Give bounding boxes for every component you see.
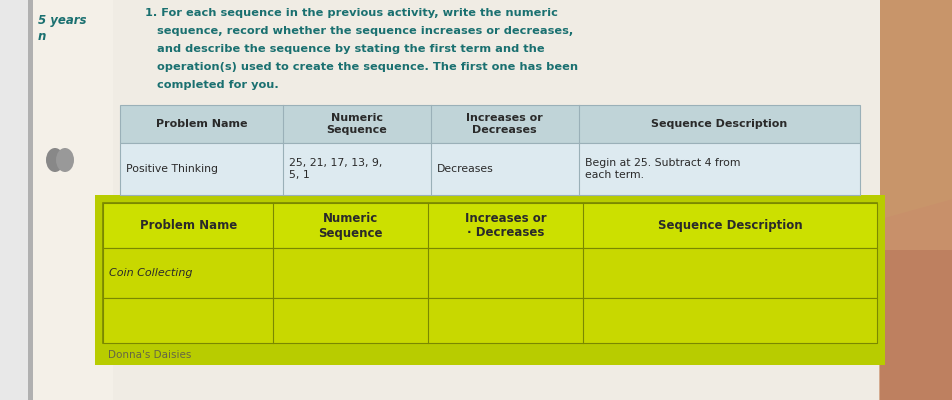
Text: Begin at 25. Subtract 4 from
each term.: Begin at 25. Subtract 4 from each term. [585,158,741,180]
Bar [103,203,877,248]
Bar [103,248,877,298]
Bar [120,143,860,195]
Text: completed for you.: completed for you. [145,80,279,90]
Text: 5 years: 5 years [38,14,87,27]
Bar [0,0,30,400]
Bar [103,298,877,343]
Polygon shape [880,200,952,400]
Text: Donna's Daisies: Donna's Daisies [108,350,191,360]
Text: 25, 21, 17, 13, 9,
5, 1: 25, 21, 17, 13, 9, 5, 1 [288,158,382,180]
Text: Sequence Description: Sequence Description [658,219,803,232]
Bar [880,250,952,400]
Ellipse shape [56,148,74,172]
Bar [95,195,885,365]
Text: Problem Name: Problem Name [140,219,237,232]
Bar [120,105,860,143]
Text: sequence, record whether the sequence increases or decreases,: sequence, record whether the sequence in… [145,26,573,36]
Text: Positive Thinking: Positive Thinking [126,164,218,174]
Text: Numeric
Sequence: Numeric Sequence [318,212,383,240]
Text: n: n [38,30,47,43]
Ellipse shape [46,148,64,172]
Bar [880,0,952,400]
Text: Problem Name: Problem Name [155,119,248,129]
Text: Decreases: Decreases [437,164,493,174]
Text: Increases or
Decreases: Increases or Decreases [466,113,544,135]
Text: Sequence Description: Sequence Description [651,119,787,129]
Text: and describe the sequence by stating the first term and the: and describe the sequence by stating the… [145,44,545,54]
Text: Numeric
Sequence: Numeric Sequence [327,113,387,135]
Bar [28,0,33,400]
Bar [33,0,113,400]
Text: Coin Collecting: Coin Collecting [109,268,192,278]
Text: operation(s) used to create the sequence. The first one has been: operation(s) used to create the sequence… [145,62,578,72]
Bar [103,203,877,343]
Text: Increases or
· Decreases: Increases or · Decreases [465,212,546,240]
Text: 1. For each sequence in the previous activity, write the numeric: 1. For each sequence in the previous act… [145,8,558,18]
